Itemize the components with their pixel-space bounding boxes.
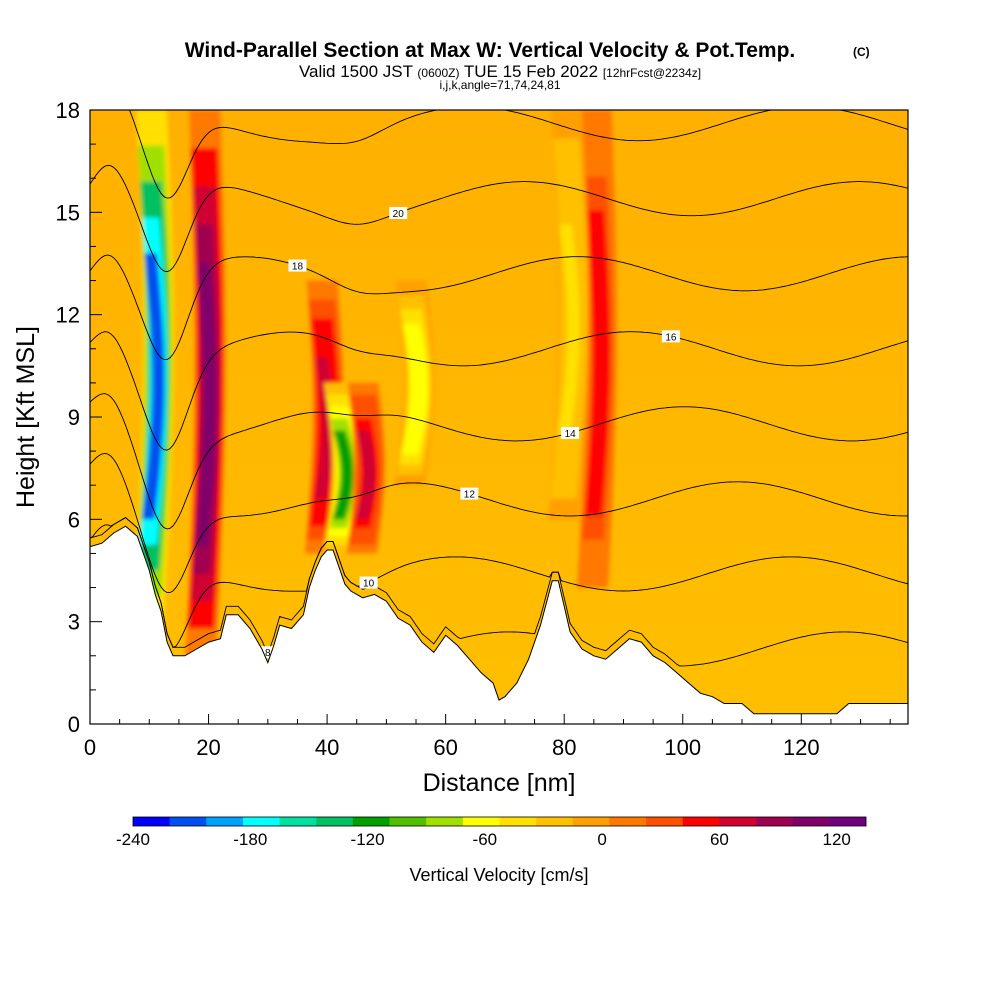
isentrope-line xyxy=(90,452,908,594)
chart-title: Wind-Parallel Section at Max W: Vertical… xyxy=(185,39,796,62)
isentrope-label: 20 xyxy=(393,209,405,220)
colorbar-swatch xyxy=(499,817,537,826)
isentrope-label-bg xyxy=(359,576,378,589)
colorbar-swatch xyxy=(206,817,244,826)
colorbar-swatch xyxy=(316,817,354,826)
isentrope-line xyxy=(90,254,908,361)
terrain-mask xyxy=(90,525,908,724)
colorbar-swatch xyxy=(829,817,867,826)
x-axis: 0 20 40 60 80 100 120 xyxy=(84,714,891,760)
colorbar-swatch xyxy=(242,817,280,826)
colorbar-swatch xyxy=(719,817,757,826)
isentrope-label-bg xyxy=(661,330,680,343)
chart-title-unit: (C) xyxy=(853,45,870,59)
y-tick-label: 9 xyxy=(68,405,80,430)
isentrope-label: 12 xyxy=(464,490,476,501)
x-tick-label: 120 xyxy=(783,735,820,760)
colorbar-tick-label: -120 xyxy=(351,830,385,849)
colorbar-swatch xyxy=(462,817,500,826)
velocity-band xyxy=(355,430,376,520)
isentrope-label-bg xyxy=(389,206,408,219)
colorbar-swatch xyxy=(133,817,170,826)
y-tick-label: 15 xyxy=(56,200,80,225)
isentrope-label: 16 xyxy=(665,332,677,343)
isentrope-label: 8 xyxy=(265,648,271,659)
x-tick-label: 80 xyxy=(552,735,576,760)
plot-area: 8 10 12 14 16 18 20 xyxy=(90,110,908,724)
colorbar-frame xyxy=(132,816,867,827)
x-tick-label: 40 xyxy=(315,735,339,760)
y-axis-label: Height [Kft MSL] xyxy=(12,326,40,508)
colorbar-swatch xyxy=(682,817,720,826)
colorbar-swatch xyxy=(572,817,610,826)
x-tick-label: 60 xyxy=(433,735,457,760)
velocity-band xyxy=(403,337,426,445)
isentrope-line xyxy=(129,110,908,199)
y-tick-label: 0 xyxy=(68,712,80,737)
valid-utc: (0600Z) xyxy=(417,66,459,80)
x-axis-label: Distance [nm] xyxy=(423,769,576,797)
colorbar-swatch xyxy=(352,817,390,826)
colorbar-ticks: -240 -180 -120 -60 0 60 120 xyxy=(116,830,851,849)
isentrope-line xyxy=(90,164,908,273)
isentrope-line xyxy=(90,517,908,648)
velocity-band xyxy=(142,253,165,520)
colorbar-tick-label: 0 xyxy=(597,830,606,849)
colorbar-tick-label: -240 xyxy=(116,830,150,849)
colorbar-swatch xyxy=(536,817,574,826)
colorbar-swatch xyxy=(169,817,207,826)
valid-fcst: [12hrFcst@2234z] xyxy=(603,66,701,80)
colorbar-swatch xyxy=(646,817,684,826)
colorbar-tick-label: -60 xyxy=(473,830,498,849)
colorbar-swatch xyxy=(426,817,464,826)
velocity-band xyxy=(557,224,580,438)
isentrope-contours: 8 10 12 14 16 18 20 xyxy=(90,110,908,667)
valid-date: TUE 15 Feb 2022 xyxy=(464,62,598,81)
y-axis: 0 3 6 9 12 15 18 xyxy=(56,98,102,737)
velocity-band xyxy=(587,243,608,492)
isentrope-label: 18 xyxy=(292,262,304,273)
x-tick-label: 20 xyxy=(196,735,220,760)
y-tick-label: 6 xyxy=(68,507,80,532)
valid-prefix: Valid 1500 JST xyxy=(299,62,413,81)
isentrope-line xyxy=(90,331,908,451)
isentrope-line xyxy=(90,517,908,667)
x-tick-label: 100 xyxy=(664,735,701,760)
colorbar-swatch xyxy=(792,817,830,826)
colorbar-tick-label: 60 xyxy=(710,830,729,849)
isentrope-label-bg xyxy=(561,426,580,439)
colorbar-label: Vertical Velocity [cm/s] xyxy=(409,865,588,885)
isentrope-label-bg xyxy=(288,259,307,272)
colorbar-tick-label: -180 xyxy=(233,830,267,849)
colorbar-swatch xyxy=(389,817,427,826)
isentrope-label-bg xyxy=(460,487,479,500)
colorbar-tick-label: 120 xyxy=(822,830,850,849)
isentrope-label: 10 xyxy=(363,579,375,590)
velocity-band xyxy=(195,262,216,547)
colorbar-swatch xyxy=(609,817,647,826)
isentrope-line xyxy=(90,393,908,530)
y-tick-label: 18 xyxy=(56,98,80,123)
grid-indices: i,j,k,angle=71,74,24,81 xyxy=(439,78,560,92)
isentrope-label: 14 xyxy=(565,429,577,440)
valid-line: Valid 1500 JST (0600Z) TUE 15 Feb 2022 [… xyxy=(299,62,701,81)
colorbar-swatch xyxy=(279,817,317,826)
y-tick-label: 3 xyxy=(68,610,80,635)
colorbar-swatch xyxy=(756,817,793,826)
y-tick-label: 12 xyxy=(56,303,80,328)
colorbar xyxy=(132,816,867,827)
velocity-band xyxy=(332,430,354,520)
x-tick-label: 0 xyxy=(84,735,96,760)
